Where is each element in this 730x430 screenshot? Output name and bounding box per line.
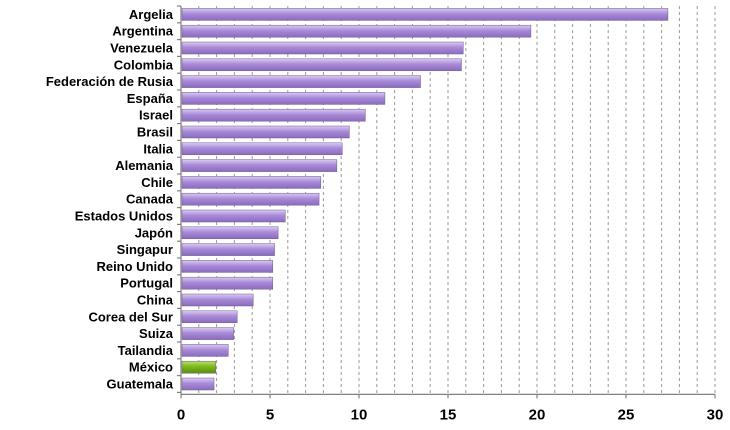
axes: [177, 5, 716, 399]
bar-colombia: [181, 58, 462, 72]
bar-italia: [181, 142, 343, 156]
category-label: México: [129, 360, 173, 375]
bar-estados-unidos: [181, 209, 286, 223]
category-label: Japón: [135, 225, 173, 240]
category-label: Venezuela: [110, 41, 174, 56]
x-tick-label: 30: [707, 406, 724, 423]
category-label: Colombia: [114, 57, 174, 72]
bar-portugal: [181, 276, 274, 290]
category-label: Federación de Rusia: [46, 74, 174, 89]
category-label: Guatemala: [107, 377, 174, 392]
category-label: Tailandia: [118, 343, 174, 358]
category-label: Singapur: [117, 242, 173, 257]
bar-reino-unido: [181, 260, 274, 273]
x-tick-label: 15: [440, 406, 457, 423]
x-tick-labels: 0 5 10 15 20 25 30: [177, 406, 724, 423]
bar-corea-del-sur: [181, 310, 238, 324]
category-label: Estados Unidos: [75, 209, 173, 224]
bar-argentina: [181, 24, 532, 38]
category-label: Reino Unido: [96, 259, 173, 274]
bar-brasil: [181, 125, 350, 139]
bar-suiza: [181, 327, 234, 340]
bar-guatemala: [181, 377, 215, 391]
bar-singapur: [181, 243, 275, 256]
category-label: Chile: [141, 175, 173, 190]
bar-jap-n: [181, 226, 279, 240]
category-label: España: [127, 91, 174, 106]
x-tick-label: 10: [351, 406, 368, 423]
category-label: Corea del Sur: [88, 309, 173, 324]
category-label: China: [137, 293, 174, 308]
category-label: Alemania: [115, 158, 174, 173]
bar-argelia: [181, 8, 669, 21]
bars: [181, 8, 669, 391]
bar-canada: [181, 192, 320, 206]
x-tick-label: 20: [529, 406, 546, 423]
bar-china: [181, 293, 254, 307]
x-tick-label: 5: [266, 406, 274, 423]
bar-m-xico: [181, 360, 217, 374]
bar-alemania: [181, 159, 338, 172]
bar-israel: [181, 108, 366, 122]
category-label: Israel: [139, 108, 173, 123]
category-label: Portugal: [120, 276, 173, 291]
x-tick-label: 0: [177, 406, 185, 423]
category-label: Italia: [143, 141, 173, 156]
category-label: Canada: [126, 192, 174, 207]
bar-federaci-n-de-rusia: [181, 75, 421, 88]
bar-espa-a: [181, 92, 386, 105]
x-tick-label: 25: [618, 406, 635, 423]
category-label: Brasil: [137, 125, 173, 140]
bar-venezuela: [181, 41, 464, 55]
bar-chile: [181, 176, 322, 189]
category-label: Argentina: [112, 24, 173, 39]
bar-tailandia: [181, 344, 229, 357]
category-label: Suiza: [139, 326, 174, 341]
category-label: Argelia: [129, 7, 174, 22]
